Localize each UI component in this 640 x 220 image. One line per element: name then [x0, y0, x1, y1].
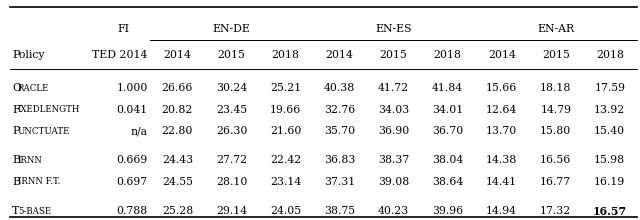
- Text: P: P: [12, 126, 20, 136]
- Text: 34.03: 34.03: [378, 104, 409, 115]
- Text: 0.697: 0.697: [116, 177, 148, 187]
- Text: 18.18: 18.18: [540, 83, 572, 93]
- Text: 15.66: 15.66: [486, 83, 517, 93]
- Text: 24.55: 24.55: [162, 177, 193, 187]
- Text: 36.70: 36.70: [432, 126, 463, 136]
- Text: IXEDLENGTH: IXEDLENGTH: [18, 105, 80, 114]
- Text: 22.42: 22.42: [270, 155, 301, 165]
- Text: 40.23: 40.23: [378, 206, 409, 216]
- Text: 21.60: 21.60: [270, 126, 301, 136]
- Text: 26.66: 26.66: [162, 83, 193, 93]
- Text: 39.08: 39.08: [378, 177, 409, 187]
- Text: 39.96: 39.96: [432, 206, 463, 216]
- Text: 2018: 2018: [271, 50, 300, 60]
- Text: 28.10: 28.10: [216, 177, 247, 187]
- Text: 0.669: 0.669: [116, 155, 148, 165]
- Text: 2018: 2018: [596, 50, 624, 60]
- Text: FI: FI: [117, 24, 129, 34]
- Text: 30.24: 30.24: [216, 83, 247, 93]
- Text: B: B: [12, 155, 20, 165]
- Text: 32.76: 32.76: [324, 104, 355, 115]
- Text: 15.40: 15.40: [594, 126, 625, 136]
- Text: O: O: [12, 83, 21, 93]
- Text: 16.77: 16.77: [540, 177, 572, 187]
- Text: 36.90: 36.90: [378, 126, 409, 136]
- Text: 29.14: 29.14: [216, 206, 247, 216]
- Text: 17.32: 17.32: [540, 206, 572, 216]
- Text: 14.94: 14.94: [486, 206, 517, 216]
- Text: UNCTUATE: UNCTUATE: [18, 127, 70, 136]
- Text: 14.79: 14.79: [540, 104, 572, 115]
- Text: 13.70: 13.70: [486, 126, 517, 136]
- Text: 16.19: 16.19: [594, 177, 625, 187]
- Text: IRNN F.T.: IRNN F.T.: [18, 178, 60, 186]
- Text: 17.59: 17.59: [595, 83, 625, 93]
- Text: 2015: 2015: [542, 50, 570, 60]
- Text: 24.43: 24.43: [162, 155, 193, 165]
- Text: 26.30: 26.30: [216, 126, 247, 136]
- Text: 41.72: 41.72: [378, 83, 409, 93]
- Text: 14.38: 14.38: [486, 155, 517, 165]
- Text: 16.56: 16.56: [540, 155, 572, 165]
- Text: 1.000: 1.000: [116, 83, 148, 93]
- Text: 25.21: 25.21: [270, 83, 301, 93]
- Text: TED 2014: TED 2014: [92, 50, 148, 60]
- Text: IRNN: IRNN: [18, 156, 43, 165]
- Text: 2014: 2014: [326, 50, 353, 60]
- Text: T: T: [12, 206, 19, 216]
- Text: 40.38: 40.38: [324, 83, 355, 93]
- Text: 2015: 2015: [218, 50, 245, 60]
- Text: 2014: 2014: [163, 50, 191, 60]
- Text: 22.80: 22.80: [162, 126, 193, 136]
- Text: EN-DE: EN-DE: [212, 24, 250, 34]
- Text: 15.98: 15.98: [594, 155, 625, 165]
- Text: 27.72: 27.72: [216, 155, 247, 165]
- Text: 2014: 2014: [488, 50, 516, 60]
- Text: 15.80: 15.80: [540, 126, 572, 136]
- Text: F: F: [12, 104, 20, 115]
- Text: 36.83: 36.83: [324, 155, 355, 165]
- Text: 38.37: 38.37: [378, 155, 409, 165]
- Text: 35.70: 35.70: [324, 126, 355, 136]
- Text: 2018: 2018: [434, 50, 461, 60]
- Text: 14.41: 14.41: [486, 177, 517, 187]
- Text: 41.84: 41.84: [432, 83, 463, 93]
- Text: B: B: [12, 177, 20, 187]
- Text: EN-AR: EN-AR: [537, 24, 574, 34]
- Text: 37.31: 37.31: [324, 177, 355, 187]
- Text: 38.04: 38.04: [432, 155, 463, 165]
- Text: 20.82: 20.82: [162, 104, 193, 115]
- Text: EN-ES: EN-ES: [375, 24, 412, 34]
- Text: 12.64: 12.64: [486, 104, 517, 115]
- Text: 25.28: 25.28: [162, 206, 193, 216]
- Text: 24.05: 24.05: [270, 206, 301, 216]
- Text: 13.92: 13.92: [594, 104, 625, 115]
- Text: n/a: n/a: [131, 126, 148, 136]
- Text: 23.14: 23.14: [270, 177, 301, 187]
- Text: Policy: Policy: [12, 50, 45, 60]
- Text: 38.75: 38.75: [324, 206, 355, 216]
- Text: 34.01: 34.01: [432, 104, 463, 115]
- Text: 38.64: 38.64: [432, 177, 463, 187]
- Text: 2015: 2015: [380, 50, 408, 60]
- Text: 19.66: 19.66: [270, 104, 301, 115]
- Text: 23.45: 23.45: [216, 104, 247, 115]
- Text: 5-BASE: 5-BASE: [19, 207, 52, 216]
- Text: 16.57: 16.57: [593, 206, 627, 217]
- Text: RACLE: RACLE: [18, 84, 49, 92]
- Text: 0.041: 0.041: [116, 104, 148, 115]
- Text: 0.788: 0.788: [116, 206, 148, 216]
